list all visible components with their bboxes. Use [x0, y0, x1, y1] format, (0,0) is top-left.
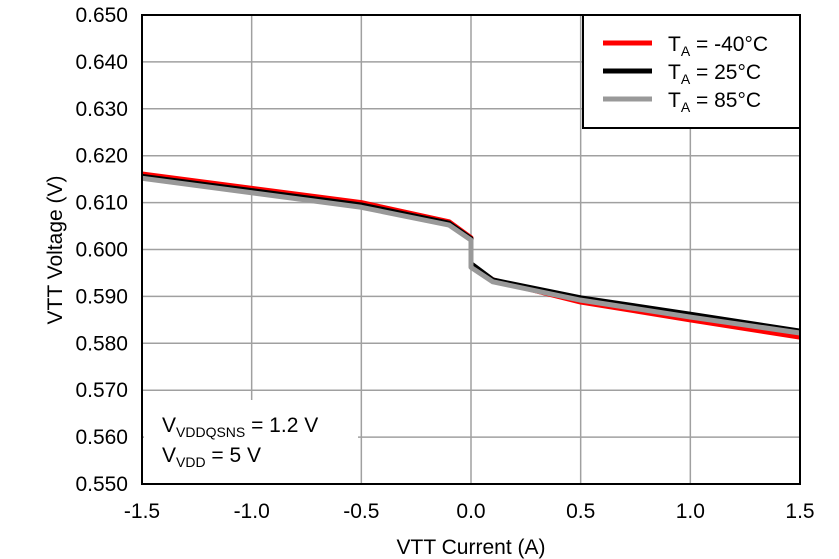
y-axis-label: VTT Voltage (V): [44, 175, 67, 324]
y-tick-label: 0.640: [75, 51, 128, 74]
legend: TA = -40°CTA = 25°CTA = 85°C: [582, 14, 801, 129]
y-tick-label: 0.580: [75, 332, 128, 355]
y-tick-label: 0.610: [75, 192, 128, 215]
x-tick-label: 0.0: [456, 500, 485, 523]
series-lines: [141, 171, 801, 340]
y-tick-label: 0.650: [75, 4, 128, 27]
x-tick-label: -0.5: [343, 500, 379, 523]
y-tick-label: 0.550: [75, 473, 128, 496]
y-tick-label: 0.620: [75, 145, 128, 168]
x-tick-label: 1.5: [785, 500, 814, 523]
legend-label: TA = 85°C: [668, 89, 761, 115]
y-tick-label: 0.600: [75, 239, 128, 262]
series-line: [141, 175, 801, 336]
y-tick-label: 0.560: [75, 426, 128, 449]
y-tick-label: 0.570: [75, 379, 128, 402]
y-tick-label: 0.630: [75, 98, 128, 121]
legend-label: TA = 25°C: [668, 61, 761, 87]
y-tick-label: 0.590: [75, 285, 128, 308]
annotation-text: VVDD = 5 V: [162, 444, 261, 470]
tick-labels: -1.5 -1.0 -0.5 0.0 0.5 1.0 1.5 0.550 0.560 0.570 0…: [75, 4, 814, 523]
plot-frame: [141, 14, 801, 485]
x-tick-label: -1.5: [124, 500, 160, 523]
annotation-text: VVDDQSNS = 1.2 V: [162, 414, 318, 440]
x-axis-label: VTT Current (A): [397, 536, 546, 559]
x-tick-label: 0.5: [566, 500, 595, 523]
legend-label: TA = -40°C: [668, 33, 768, 59]
x-tick-label: -1.0: [234, 500, 270, 523]
annotations: VVDDQSNS = 1.2 V VVDD = 5 V: [162, 414, 318, 470]
x-tick-label: 1.0: [676, 500, 705, 523]
annotation-background: [144, 400, 358, 483]
